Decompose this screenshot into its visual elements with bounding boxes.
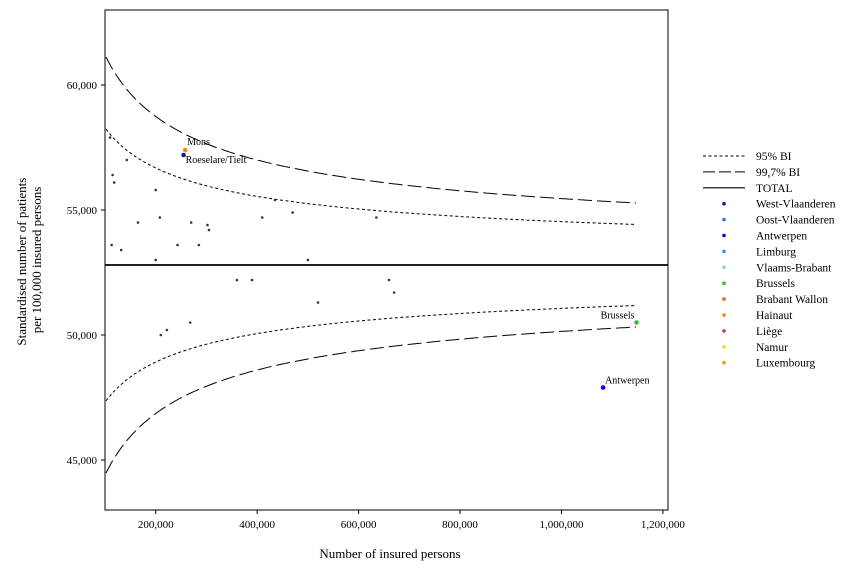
legend-marker bbox=[722, 297, 726, 301]
data-point bbox=[176, 243, 179, 247]
point-label: Roeselare/Tielt bbox=[186, 155, 247, 166]
data-point bbox=[165, 328, 169, 332]
x-tick-label: 200,000 bbox=[138, 519, 174, 531]
y-tick-label: 55,000 bbox=[67, 205, 98, 217]
data-point bbox=[600, 385, 606, 390]
legend-marker bbox=[722, 345, 726, 349]
data-point bbox=[108, 136, 112, 139]
x-tick-label: 800,000 bbox=[442, 519, 478, 531]
x-tick-label: 400,000 bbox=[239, 519, 275, 531]
x-tick-label: 1,000,000 bbox=[539, 519, 584, 531]
legend-marker bbox=[722, 265, 726, 270]
band-95-upper bbox=[105, 128, 637, 225]
legend-label: Brabant Wallon bbox=[756, 294, 828, 306]
data-point bbox=[154, 258, 158, 262]
data-point bbox=[112, 181, 116, 184]
data-point bbox=[182, 147, 188, 153]
data-point bbox=[206, 223, 209, 227]
point-label: Brussels bbox=[601, 311, 635, 322]
data-point bbox=[392, 291, 396, 294]
legend-marker bbox=[722, 313, 726, 317]
y-axis-title-line-1: Standardised number of patients bbox=[14, 178, 29, 346]
legend-label: Vlaams-Brabant bbox=[756, 262, 832, 274]
x-tick-label: 600,000 bbox=[341, 519, 377, 531]
legend-label: Brussels bbox=[756, 278, 796, 290]
data-point bbox=[181, 152, 186, 158]
y-axis: 45,000 50,000 55,000 60,000 bbox=[67, 80, 105, 467]
data-point bbox=[158, 216, 162, 219]
data-point bbox=[291, 211, 294, 214]
y-tick-label: 50,000 bbox=[67, 330, 98, 342]
point-label: Mons bbox=[187, 137, 210, 148]
legend-label: 95% BI bbox=[756, 151, 792, 163]
data-point bbox=[159, 333, 163, 337]
band-997-upper bbox=[105, 56, 637, 204]
legend-marker bbox=[722, 233, 726, 238]
legend-marker bbox=[722, 217, 726, 222]
data-points: Mons Roeselare/Tielt Brussels Antwerpen bbox=[108, 136, 650, 390]
legend-marker bbox=[722, 249, 726, 254]
legend-marker bbox=[722, 329, 726, 333]
data-point bbox=[110, 243, 113, 247]
y-axis-title: Standardised number of patients per 100,… bbox=[14, 174, 44, 345]
data-point bbox=[306, 258, 310, 262]
legend-label: Liège bbox=[756, 326, 782, 338]
data-point bbox=[197, 243, 201, 247]
data-point bbox=[375, 216, 378, 219]
data-point bbox=[125, 158, 129, 162]
legend-marker bbox=[722, 281, 726, 286]
legend-label: Limburg bbox=[756, 246, 796, 258]
legend-label: Namur bbox=[756, 342, 788, 354]
legend-label: West-Vlaanderen bbox=[756, 199, 836, 211]
data-point bbox=[119, 248, 123, 252]
data-point bbox=[235, 278, 239, 282]
point-label: Antwerpen bbox=[605, 376, 649, 387]
data-point bbox=[260, 216, 264, 219]
x-tick-label: 1,200,000 bbox=[641, 519, 686, 531]
y-tick-label: 45,000 bbox=[67, 455, 98, 467]
plot-frame bbox=[104, 9, 669, 511]
data-point bbox=[154, 188, 158, 192]
legend: 95% BI 99,7% BI TOTAL West-Vlaanderen Oost-V… bbox=[703, 151, 836, 370]
legend-label: Hainaut bbox=[756, 310, 793, 322]
legend-label: TOTAL bbox=[756, 183, 793, 195]
y-tick-label: 60,000 bbox=[67, 80, 98, 92]
data-point bbox=[250, 278, 254, 282]
x-axis: 200,000 400,000 600,000 800,000 1,000,000 1,2… bbox=[138, 510, 686, 531]
confidence-bands bbox=[105, 56, 637, 474]
data-point bbox=[188, 321, 192, 324]
y-axis-title-line-2: per 100,000 insured persons bbox=[29, 187, 44, 334]
band-95-lower bbox=[105, 305, 637, 402]
legend-marker bbox=[722, 201, 726, 206]
data-point bbox=[634, 320, 639, 325]
legend-marker bbox=[722, 360, 726, 365]
data-point bbox=[316, 301, 320, 304]
legend-label: 99,7% BI bbox=[756, 167, 800, 179]
data-point bbox=[207, 228, 211, 232]
data-point bbox=[387, 278, 391, 282]
band-997-lower bbox=[105, 326, 637, 474]
data-point bbox=[273, 198, 277, 202]
data-point bbox=[189, 221, 193, 224]
data-point bbox=[136, 221, 140, 224]
legend-label: Oost-Vlaanderen bbox=[756, 215, 835, 227]
legend-label: Luxembourg bbox=[756, 358, 815, 370]
legend-label: Antwerpen bbox=[756, 231, 807, 243]
x-axis-title: Number of insured persons bbox=[319, 546, 460, 561]
data-point bbox=[111, 173, 114, 177]
